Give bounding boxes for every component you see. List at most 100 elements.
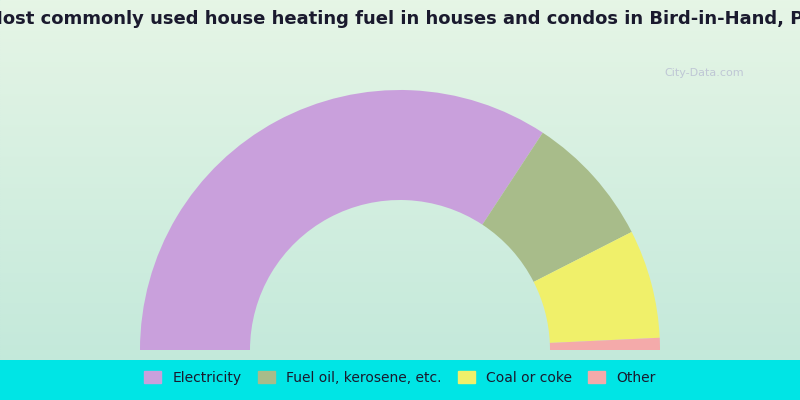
Bar bbox=[0, 326, 800, 328]
Bar bbox=[0, 216, 800, 218]
Bar bbox=[0, 272, 800, 274]
Bar bbox=[0, 41, 800, 43]
Bar bbox=[0, 265, 800, 266]
Bar bbox=[0, 340, 800, 342]
Bar bbox=[0, 261, 800, 263]
Bar bbox=[0, 164, 800, 166]
Bar bbox=[0, 150, 800, 151]
Bar bbox=[0, 270, 800, 272]
Bar bbox=[0, 311, 800, 313]
Bar bbox=[0, 176, 800, 178]
Bar bbox=[0, 166, 800, 168]
Bar bbox=[0, 328, 800, 330]
Bar bbox=[0, 356, 800, 358]
Bar bbox=[0, 38, 800, 40]
Wedge shape bbox=[482, 133, 632, 282]
Bar bbox=[0, 295, 800, 297]
Bar bbox=[0, 90, 800, 92]
Bar bbox=[0, 301, 800, 302]
Bar bbox=[0, 43, 800, 45]
Bar bbox=[0, 209, 800, 210]
Bar bbox=[0, 193, 800, 194]
Bar bbox=[0, 124, 800, 126]
Bar bbox=[0, 234, 800, 236]
Bar bbox=[0, 144, 800, 146]
Bar bbox=[0, 258, 800, 259]
Bar bbox=[0, 130, 800, 131]
Bar bbox=[0, 45, 800, 47]
Bar bbox=[0, 225, 800, 227]
Bar bbox=[0, 155, 800, 157]
Bar bbox=[0, 239, 800, 241]
Bar bbox=[0, 0, 800, 2]
Bar bbox=[0, 322, 800, 324]
Bar bbox=[0, 308, 800, 310]
Bar bbox=[0, 119, 800, 121]
Bar bbox=[0, 14, 800, 16]
Bar bbox=[0, 286, 800, 288]
Bar bbox=[0, 67, 800, 68]
Bar bbox=[0, 184, 800, 186]
Bar bbox=[0, 290, 800, 292]
Bar bbox=[0, 23, 800, 25]
Bar bbox=[0, 153, 800, 155]
Bar bbox=[0, 318, 800, 320]
Bar bbox=[0, 187, 800, 189]
Bar bbox=[0, 88, 800, 90]
Bar bbox=[0, 11, 800, 13]
Bar bbox=[0, 228, 800, 230]
Bar bbox=[0, 13, 800, 14]
Bar bbox=[0, 186, 800, 187]
Bar bbox=[0, 158, 800, 160]
Bar bbox=[0, 268, 800, 270]
Wedge shape bbox=[550, 338, 660, 350]
Bar bbox=[0, 194, 800, 196]
Bar bbox=[0, 250, 800, 252]
Bar bbox=[0, 320, 800, 322]
Bar bbox=[0, 30, 800, 32]
Bar bbox=[0, 121, 800, 122]
Bar bbox=[0, 122, 800, 124]
Bar bbox=[0, 220, 800, 222]
Bar bbox=[0, 114, 800, 115]
Bar bbox=[0, 207, 800, 209]
Bar bbox=[0, 256, 800, 258]
Bar bbox=[0, 18, 800, 20]
Bar bbox=[0, 50, 800, 52]
Bar bbox=[0, 275, 800, 277]
Bar bbox=[0, 138, 800, 140]
Bar bbox=[0, 63, 800, 65]
Bar bbox=[0, 76, 800, 77]
Text: City-Data.com: City-Data.com bbox=[664, 68, 744, 78]
Bar bbox=[0, 182, 800, 184]
Bar bbox=[0, 95, 800, 97]
Bar bbox=[0, 112, 800, 114]
Bar bbox=[0, 117, 800, 119]
Bar bbox=[0, 58, 800, 60]
Bar bbox=[0, 83, 800, 85]
Bar bbox=[0, 27, 800, 29]
Bar bbox=[0, 346, 800, 347]
Bar bbox=[0, 212, 800, 214]
Bar bbox=[0, 241, 800, 243]
Bar bbox=[0, 324, 800, 326]
Bar bbox=[0, 180, 800, 182]
Bar bbox=[0, 254, 800, 256]
Bar bbox=[0, 351, 800, 353]
Bar bbox=[0, 200, 800, 202]
Bar bbox=[0, 142, 800, 144]
Bar bbox=[0, 169, 800, 171]
Bar bbox=[0, 104, 800, 106]
Bar bbox=[0, 61, 800, 63]
Bar bbox=[0, 214, 800, 216]
Bar bbox=[0, 248, 800, 250]
Bar bbox=[0, 56, 800, 58]
Bar bbox=[0, 115, 800, 117]
Bar bbox=[0, 60, 800, 61]
Bar bbox=[0, 297, 800, 299]
Bar bbox=[0, 54, 800, 56]
Bar bbox=[0, 74, 800, 76]
Bar bbox=[0, 246, 800, 248]
Bar bbox=[0, 304, 800, 306]
Bar bbox=[0, 174, 800, 176]
